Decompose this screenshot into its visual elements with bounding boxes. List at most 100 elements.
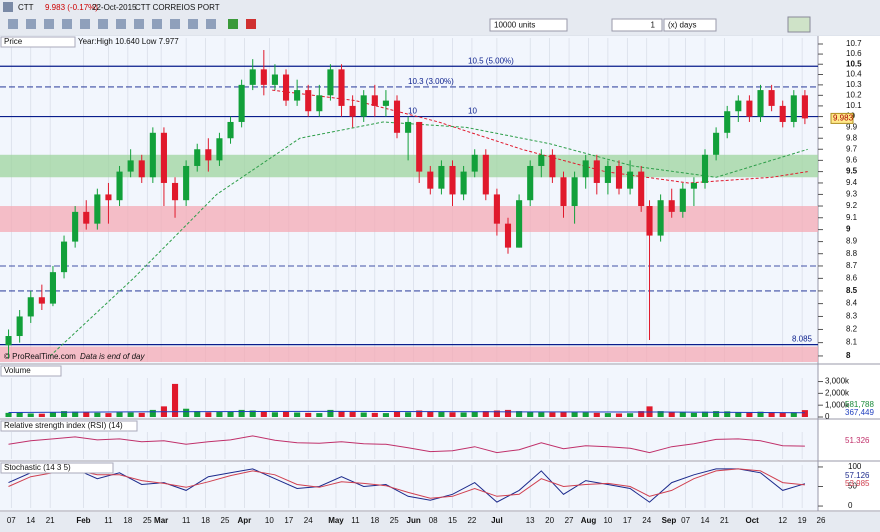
buy-icon[interactable] bbox=[228, 19, 238, 29]
candle-body bbox=[393, 100, 401, 133]
x-tick-label: 11 bbox=[351, 516, 360, 525]
indicator-line bbox=[8, 468, 806, 503]
x-tick-label: Mar bbox=[154, 516, 168, 525]
volume-average-label: 367,449 bbox=[845, 408, 874, 417]
volume-bar bbox=[460, 412, 467, 417]
candle-body bbox=[327, 69, 334, 96]
volume-bar bbox=[679, 412, 686, 417]
period-unit-select[interactable] bbox=[663, 18, 717, 32]
candle-body bbox=[493, 194, 500, 224]
volume-bar bbox=[94, 412, 101, 417]
tool-icon[interactable] bbox=[26, 19, 36, 29]
x-tick-label: 14 bbox=[701, 516, 710, 525]
tool-icon[interactable] bbox=[80, 19, 90, 29]
candle-body bbox=[216, 138, 223, 161]
candle-body bbox=[349, 105, 356, 117]
x-tick-label: 08 bbox=[429, 516, 438, 525]
y-tick-label: 0 bbox=[848, 501, 853, 510]
candle-body bbox=[757, 90, 764, 117]
volume-bar bbox=[538, 412, 545, 417]
x-tick-label: Feb bbox=[76, 516, 90, 525]
tool-icon[interactable] bbox=[116, 19, 126, 29]
chart-type-icon[interactable] bbox=[787, 16, 811, 33]
x-tick-label: 27 bbox=[565, 516, 574, 525]
credit: © ProRealTime.com bbox=[4, 352, 76, 361]
volume-bar bbox=[571, 412, 578, 417]
volume-bar bbox=[482, 411, 489, 417]
candle-body bbox=[779, 105, 786, 122]
units-input[interactable] bbox=[489, 18, 568, 32]
volume-bar bbox=[393, 411, 401, 417]
candle-body bbox=[516, 200, 523, 248]
candle-body bbox=[438, 165, 445, 189]
x-tick-label: Sep bbox=[662, 516, 677, 525]
volume-bar bbox=[316, 413, 323, 417]
x-tick-label: 25 bbox=[221, 516, 230, 525]
x-tick-label: 20 bbox=[545, 516, 554, 525]
y-tick-label: 10.1 bbox=[846, 101, 862, 110]
indicator-line bbox=[8, 435, 805, 454]
candle-body bbox=[527, 165, 534, 201]
candle-body bbox=[615, 165, 623, 189]
candle-body bbox=[482, 154, 489, 195]
y-tick-label: 9.6 bbox=[846, 155, 858, 164]
last-price-label: 9.983 bbox=[833, 114, 854, 123]
tool-icon[interactable] bbox=[188, 19, 198, 29]
x-tick-label: 18 bbox=[201, 516, 210, 525]
level-label: 8.085 bbox=[792, 335, 813, 344]
volume-bar bbox=[216, 412, 223, 417]
candle-body bbox=[668, 200, 675, 212]
indicator-last-label: 51.326 bbox=[845, 436, 870, 445]
tool-icon[interactable] bbox=[152, 19, 162, 29]
tool-icon[interactable] bbox=[44, 19, 54, 29]
volume-bar bbox=[205, 412, 212, 417]
tool-icon[interactable] bbox=[134, 19, 144, 29]
candle-body bbox=[768, 90, 775, 106]
y-tick-label: 8.1 bbox=[846, 338, 858, 347]
candle-body bbox=[205, 149, 212, 161]
x-tick-label: 11 bbox=[104, 516, 113, 525]
level-label: 10.5 (5.00%) bbox=[468, 56, 514, 65]
zone bbox=[0, 206, 818, 232]
x-tick-label: Jul bbox=[491, 516, 503, 525]
x-tick-label: 17 bbox=[284, 516, 293, 525]
volume-bar bbox=[127, 412, 134, 417]
volume-bar bbox=[227, 411, 234, 417]
x-tick-label: 14 bbox=[26, 516, 35, 525]
candle-body bbox=[679, 188, 686, 212]
candle-body bbox=[49, 272, 56, 304]
period-input[interactable] bbox=[611, 18, 663, 32]
candle-body bbox=[646, 206, 653, 236]
volume-bar bbox=[516, 411, 523, 417]
volume-bar bbox=[338, 411, 345, 417]
candle-body bbox=[701, 154, 709, 183]
x-tick-label: 15 bbox=[448, 516, 457, 525]
tool-icon[interactable] bbox=[62, 19, 72, 29]
panel-header bbox=[0, 420, 138, 432]
candle-body bbox=[724, 111, 731, 133]
y-tick-label: 2,000k bbox=[825, 388, 850, 397]
tool-icon[interactable] bbox=[170, 19, 180, 29]
candle-body bbox=[316, 95, 323, 112]
y-tick-label: 9.5 bbox=[846, 167, 858, 176]
candle-body bbox=[549, 154, 556, 178]
volume-bar bbox=[668, 412, 675, 417]
tool-icon[interactable] bbox=[98, 19, 108, 29]
panel-title: Stochastic (14 3 5) bbox=[4, 463, 71, 472]
indicator-line bbox=[8, 468, 805, 499]
candle-body bbox=[27, 297, 34, 317]
tool-icon[interactable] bbox=[8, 19, 18, 29]
y-tick-label: 9.4 bbox=[846, 178, 858, 187]
tool-icon[interactable] bbox=[206, 19, 216, 29]
volume-bar bbox=[790, 412, 797, 417]
candle-body bbox=[105, 194, 112, 201]
y-tick-label: 9.3 bbox=[846, 190, 858, 199]
candle-body bbox=[282, 74, 290, 101]
x-tick-label: 22 bbox=[467, 516, 476, 525]
volume-bar bbox=[138, 412, 145, 417]
sell-icon[interactable] bbox=[246, 19, 256, 29]
menu-icon[interactable] bbox=[3, 2, 13, 12]
y-tick-label: 100 bbox=[848, 462, 862, 471]
candle-body bbox=[735, 100, 742, 112]
candle-body bbox=[127, 160, 134, 172]
